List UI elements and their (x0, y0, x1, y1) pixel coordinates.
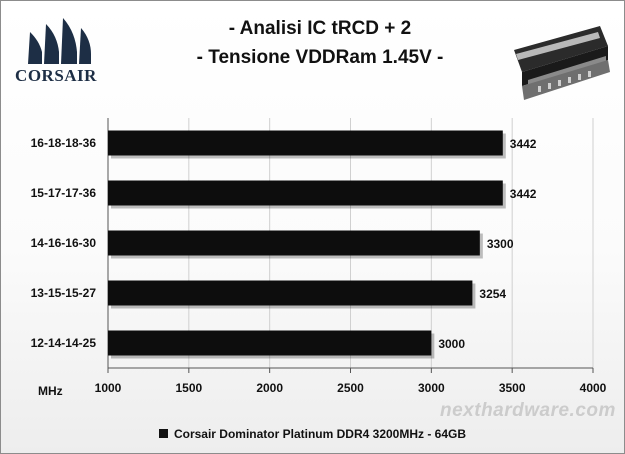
bar (108, 230, 480, 256)
category-label: 14-16-16-30 (31, 236, 97, 250)
x-tick-label: 3000 (418, 381, 445, 395)
category-label: 15-17-17-36 (31, 186, 97, 200)
corsair-logo-text: CORSAIR (15, 66, 97, 85)
x-tick-label: 1500 (175, 381, 202, 395)
x-tick-label: 1000 (95, 381, 122, 395)
bar (108, 330, 432, 356)
legend-label: Corsair Dominator Platinum DDR4 3200MHz … (173, 427, 467, 441)
x-tick-label: 3500 (499, 381, 526, 395)
x-tick-label: 4000 (580, 381, 607, 395)
chart-title: - Analisi IC tRCD + 2 (228, 18, 412, 39)
value-label: 3442 (510, 187, 537, 201)
value-label: 3442 (510, 137, 537, 151)
category-label: 12-14-14-25 (31, 336, 97, 350)
bar (108, 280, 473, 306)
x-axis-unit-label: MHz (38, 384, 63, 398)
bar (108, 180, 503, 206)
corsair-sails-logo (28, 18, 91, 64)
category-label: 16-18-18-36 (31, 136, 97, 150)
category-label: 13-15-15-27 (31, 286, 97, 300)
watermark: nexthardware.com (440, 400, 616, 421)
legend: Corsair Dominator Platinum DDR4 3200MHz … (0, 427, 625, 441)
x-tick-label: 2500 (337, 381, 364, 395)
legend-swatch (158, 429, 168, 438)
bar (108, 130, 503, 156)
value-label: 3000 (438, 337, 465, 351)
value-label: 3254 (479, 287, 506, 301)
ram-module-image (514, 26, 610, 100)
x-tick-label: 2000 (256, 381, 283, 395)
value-label: 3300 (487, 237, 514, 251)
chart-subtitle: - Tensione VDDRam 1.45V - (196, 47, 444, 68)
